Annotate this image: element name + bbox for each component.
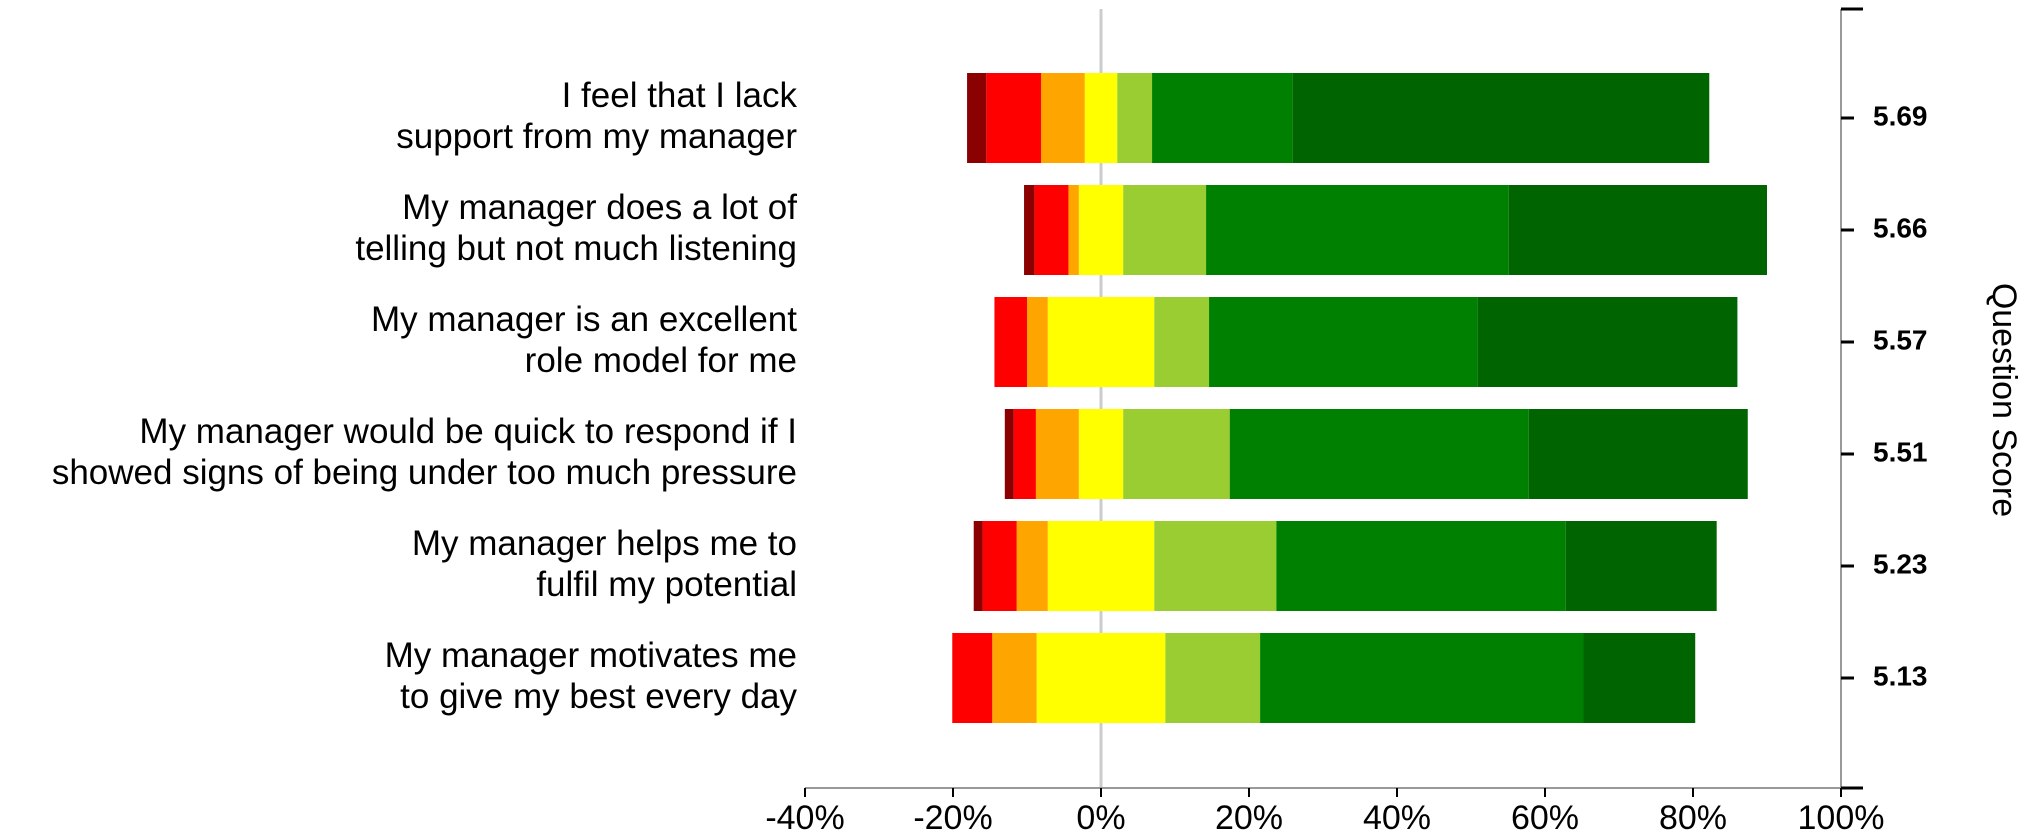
score-label: 5.66 <box>1873 212 1928 243</box>
bar-segment <box>1165 633 1261 723</box>
bar-segment <box>1041 73 1085 163</box>
category-label: My manager is an excellent <box>371 300 797 339</box>
category-label: showed signs of being under too much pre… <box>52 453 797 492</box>
category-label: My manager does a lot of <box>402 188 797 227</box>
x-tick-label: -40% <box>765 799 844 837</box>
category-label: support from my manager <box>396 117 797 156</box>
x-tick-label: 0% <box>1076 799 1125 837</box>
bar-segment <box>1036 633 1166 723</box>
bar-segment <box>1565 521 1717 611</box>
bar-segment <box>986 73 1042 163</box>
bar-segment <box>1508 185 1767 275</box>
bar-segment <box>1152 73 1293 163</box>
bar-segment <box>1078 185 1124 275</box>
score-label: 5.57 <box>1873 324 1928 355</box>
score-label: 5.69 <box>1873 100 1928 131</box>
bar-segment <box>1068 185 1079 275</box>
bar-segment <box>1034 185 1069 275</box>
bar-segment <box>1276 521 1566 611</box>
x-tick-label: -20% <box>913 799 992 837</box>
bar-segment <box>992 633 1037 723</box>
category-label: My manager motivates me <box>385 636 797 675</box>
category-label: role model for me <box>525 341 797 380</box>
bar-segment <box>994 297 1027 387</box>
category-label: My manager helps me to <box>412 524 797 563</box>
bar-segment <box>1123 409 1230 499</box>
bar-segment <box>1154 521 1277 611</box>
x-tick-label: 60% <box>1511 799 1579 837</box>
y2-axis-label: Question Score <box>1985 283 2023 517</box>
category-label: My manager would be quick to respond if … <box>139 412 797 451</box>
bar-segment <box>1123 185 1207 275</box>
bar-segment <box>1583 633 1696 723</box>
bar-segment <box>1528 409 1748 499</box>
bar-segment <box>1013 409 1036 499</box>
bar-segment <box>1084 73 1118 163</box>
category-label: telling but not much listening <box>355 229 797 268</box>
x-tick-label: 40% <box>1363 799 1431 837</box>
bar-segment <box>1292 73 1710 163</box>
bar-segment <box>1209 297 1478 387</box>
score-label: 5.23 <box>1873 548 1928 579</box>
bar-segment <box>1078 409 1124 499</box>
bar-segment <box>967 73 987 163</box>
score-label: 5.13 <box>1873 660 1928 691</box>
bar-segment <box>952 633 993 723</box>
bar-segment <box>1047 521 1155 611</box>
bar-segment <box>1024 185 1035 275</box>
bar-segment <box>1260 633 1584 723</box>
x-tick-label: 100% <box>1798 799 1885 837</box>
category-label: I feel that I lack <box>562 76 798 115</box>
bar-segment <box>1477 297 1738 387</box>
category-label: to give my best every day <box>400 677 797 716</box>
bar-segment <box>1047 297 1155 387</box>
bar-segment <box>1027 297 1048 387</box>
bar-segment <box>973 521 983 611</box>
bar-segment <box>1117 73 1153 163</box>
x-tick-label: 20% <box>1215 799 1283 837</box>
category-label: fulfil my potential <box>536 565 797 604</box>
score-label: 5.51 <box>1873 436 1928 467</box>
bar-segment <box>1016 521 1048 611</box>
bar-segment <box>1154 297 1210 387</box>
bar-segment <box>1229 409 1529 499</box>
x-tick-label: 80% <box>1659 799 1727 837</box>
bar-segment <box>1035 409 1079 499</box>
bar-segment <box>982 521 1017 611</box>
bar-segment <box>1206 185 1509 275</box>
bar-segment <box>1004 409 1014 499</box>
